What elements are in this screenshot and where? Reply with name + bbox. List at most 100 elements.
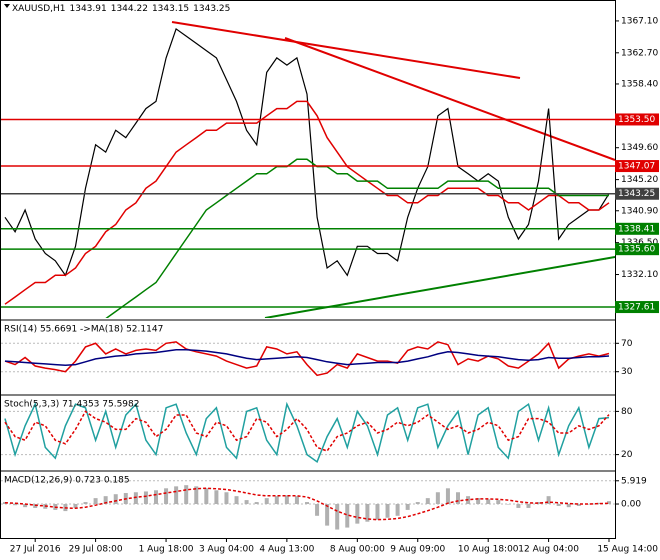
series-line	[4, 341, 610, 377]
level-box	[615, 301, 659, 314]
histogram-bar	[375, 504, 380, 520]
series-line	[4, 27, 610, 277]
y-tick-label: 0.00	[621, 500, 641, 510]
histogram-bar	[415, 502, 420, 505]
histogram-bar	[284, 495, 289, 505]
histogram-bar	[365, 504, 370, 522]
symbol: XAUUSD,H1	[12, 4, 66, 14]
level-box	[615, 113, 659, 126]
histogram-bar	[325, 504, 330, 526]
histogram-bar	[254, 502, 259, 505]
histogram-bar	[576, 504, 581, 506]
histogram-bar	[596, 502, 601, 505]
trend-lines	[171, 21, 615, 318]
histogram-bar	[385, 504, 390, 518]
histogram-bar	[546, 496, 551, 505]
histogram-bar	[294, 496, 299, 505]
series-line	[4, 100, 610, 305]
x-tick-label: 29 Jul 08:00	[69, 545, 123, 555]
histogram-bar	[214, 490, 219, 505]
histogram-bar	[113, 494, 118, 505]
histogram-bar	[405, 504, 410, 510]
y-tick-label: 1340.90	[621, 206, 658, 216]
frame	[0, 0, 616, 539]
series-line	[4, 401, 610, 463]
series-line	[4, 348, 610, 367]
level-label: 1343.25	[618, 189, 655, 199]
histogram-bar	[154, 490, 158, 505]
histogram-bar	[204, 488, 209, 505]
histogram-bar	[445, 488, 450, 505]
histogram-bar	[536, 502, 541, 505]
level-label: 1347.07	[618, 162, 655, 172]
histogram-bar	[607, 501, 611, 505]
histogram-bar	[23, 504, 28, 508]
panel-title: XAUUSD,H1 1343.91 1344.22 1343.15 1343.25	[12, 4, 230, 14]
y-tick-label: 1367.10	[621, 16, 658, 26]
histogram-bar	[73, 504, 78, 508]
series-line	[105, 158, 609, 318]
y-tick-label: 1349.60	[621, 143, 658, 153]
level-box	[615, 243, 659, 256]
x-tick-label: 3 Aug 04:00	[199, 545, 254, 555]
histogram-bar	[194, 486, 199, 505]
histogram-bar	[345, 504, 350, 528]
histogram-bar	[566, 504, 571, 508]
x-tick-label: 9 Aug 09:00	[390, 545, 445, 555]
histogram-bar	[335, 504, 340, 530]
level-label: 1327.61	[618, 303, 655, 313]
x-tick-label: 15 Aug 14:00	[597, 545, 658, 555]
y-tick-label: 5.919	[621, 476, 647, 486]
histogram-bar	[496, 500, 501, 505]
histogram-bar	[224, 492, 229, 505]
histogram-bar	[526, 504, 531, 508]
histogram-bar	[586, 504, 591, 505]
level-label: 1335.60	[618, 245, 655, 255]
ohlc-value: 1344.22	[111, 4, 148, 14]
y-tick-label: 1336.50	[621, 238, 658, 248]
level-box	[615, 222, 659, 235]
plot-area	[1, 341, 615, 377]
y-tick-label: 1332.10	[621, 270, 658, 280]
histogram-bar	[456, 492, 460, 505]
histogram-bar	[244, 500, 249, 505]
histogram-bar	[476, 498, 481, 505]
y-tick-label: 1362.70	[621, 48, 658, 58]
level-label: 1338.41	[618, 224, 655, 234]
level-box	[615, 160, 659, 173]
histogram-bar	[184, 485, 189, 505]
panel-title: MACD(12,26,9) 0.723 0.185	[4, 476, 130, 486]
histogram-bar	[425, 498, 430, 505]
arrow	[4, 4, 10, 8]
ohlc-value: 1343.25	[193, 4, 230, 14]
series-line	[4, 410, 610, 452]
histogram-bar	[174, 486, 179, 505]
x-tick-label: 10 Aug 18:00	[458, 545, 519, 555]
histogram-bar	[264, 498, 269, 505]
histogram-bar	[435, 492, 440, 505]
level-box	[615, 187, 659, 200]
trend-line	[264, 256, 615, 318]
y-tick-label: 20	[621, 450, 633, 460]
histogram-bar	[355, 504, 360, 524]
trend-line	[171, 21, 521, 79]
histogram-bar	[315, 504, 320, 516]
histogram-bar	[143, 491, 148, 505]
histogram-bar	[93, 498, 98, 505]
histogram-bar	[103, 496, 108, 505]
histogram-bar	[164, 488, 169, 505]
histogram-bar	[486, 499, 491, 505]
x-tick-label: 12 Aug 04:00	[518, 545, 579, 555]
histogram-bar	[274, 496, 279, 505]
histogram-bar	[506, 504, 511, 505]
x-tick-label: 4 Aug 13:00	[259, 545, 314, 555]
histogram-bar	[516, 504, 521, 508]
histogram-bar	[133, 492, 138, 505]
x-tick-label: 8 Aug 00:00	[330, 545, 385, 555]
plot-area	[1, 27, 615, 318]
plot-area	[1, 401, 615, 463]
ohlc-value: 1343.91	[70, 4, 107, 14]
y-tick-label: 1358.40	[621, 79, 658, 89]
x-tick-label: 27 Jul 2016	[10, 545, 61, 555]
histogram-bar	[556, 504, 561, 506]
